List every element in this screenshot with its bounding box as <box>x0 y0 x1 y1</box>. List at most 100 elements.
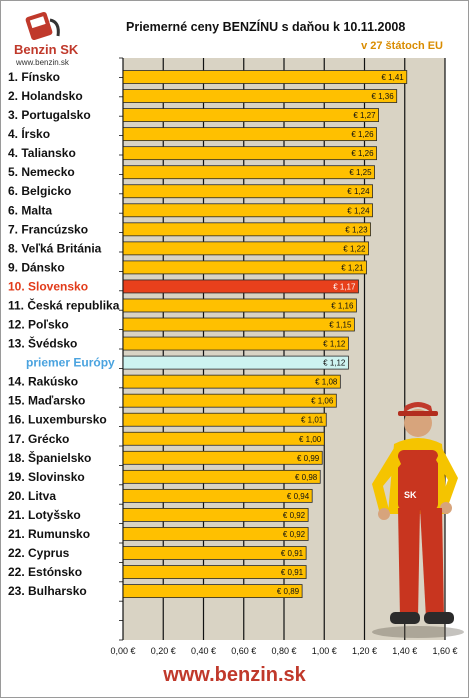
bar-chart: € 1,41 € 1,36 € 1,27 € 1,26 € 1,26 € 1,25 € 1,… <box>8 57 464 656</box>
bar <box>122 488 313 503</box>
bar <box>122 508 309 522</box>
bar <box>122 336 349 351</box>
category-label: 6. Malta <box>8 203 52 217</box>
bar <box>122 469 321 484</box>
bar <box>122 374 341 389</box>
chart-subtitle: v 27 štátoch EU <box>361 40 443 52</box>
bar <box>122 241 369 256</box>
category-label: 4. Taliansko <box>8 146 76 160</box>
bar-value-label: € 1,41 <box>382 73 405 82</box>
category-label: 7. Francúzsko <box>8 222 88 236</box>
bar-value-label: € 1,24 <box>347 187 370 196</box>
bar-value-label: € 1,21 <box>341 263 364 272</box>
category-label: 13. Švédsko <box>8 336 77 351</box>
bar <box>122 260 367 275</box>
x-axis-ticks: 0,00 € 0,20 € 0,40 € 0,60 € 0,80 € 1,00 € 1,20… <box>110 57 458 656</box>
bar-value-label: € 0,92 <box>283 530 306 539</box>
bar <box>122 203 373 218</box>
bar <box>122 184 373 199</box>
x-tick-label: 1,00 € <box>312 646 337 656</box>
bar <box>122 89 398 103</box>
x-tick-label: 0,80 € <box>271 646 296 656</box>
bar-value-label: € 0,98 <box>295 473 318 482</box>
category-label: 9. Dánsko <box>8 260 65 274</box>
bar-value-label: € 0,99 <box>297 454 320 463</box>
bar <box>122 412 327 427</box>
category-label: 4. Írsko <box>8 126 50 141</box>
bar <box>122 108 379 122</box>
category-label: 16. Luxembursko <box>8 413 107 427</box>
category-label: 1. Fínsko <box>8 70 60 84</box>
bar <box>122 584 303 598</box>
bar <box>122 431 325 446</box>
category-label: 22. Estónsko <box>8 565 82 579</box>
category-labels: 1. Fínsko 2. Holandsko 3. Portugalsko 4. Ír… <box>8 70 120 598</box>
bar <box>122 546 307 560</box>
footer-url: www.benzin.sk <box>163 664 306 686</box>
x-tick-label: 0,00 € <box>110 646 135 656</box>
gas-station-worker-mascot: SK <box>372 402 464 638</box>
bar <box>122 298 357 313</box>
category-label: 2. Holandsko <box>8 89 83 103</box>
x-tick-label: 1,20 € <box>352 646 377 656</box>
bar-value-label: € 1,12 <box>323 340 346 349</box>
logo-text: Benzin SK <box>14 42 79 57</box>
category-label: 3. Portugalsko <box>8 108 91 122</box>
category-label: 10. Slovensko <box>8 279 88 293</box>
chart-title: Priemerné ceny BENZÍNU s daňou k 10.11.2… <box>126 20 406 34</box>
bar <box>122 165 375 180</box>
category-label: 8. Veľká Británia <box>8 241 102 255</box>
category-label: 21. Lotyšsko <box>8 508 81 522</box>
bar <box>122 317 355 332</box>
category-label: 22. Cyprus <box>8 546 70 560</box>
bar-value-label: € 1,23 <box>345 225 368 234</box>
category-label: priemer Európy <box>26 356 115 370</box>
x-tick-label: 1,40 € <box>392 646 417 656</box>
logo-url: www.benzin.sk <box>16 58 69 67</box>
bar-value-label: € 1,16 <box>331 301 354 310</box>
category-label: 21. Rumunsko <box>8 527 90 541</box>
category-label: 6. Belgicko <box>8 184 71 198</box>
bar <box>122 222 371 237</box>
bar-value-label: € 1,06 <box>311 397 334 406</box>
bar <box>122 450 323 465</box>
category-label: 23. Bulharsko <box>8 584 87 598</box>
svg-text:SK: SK <box>404 490 417 500</box>
bar-value-label: € 1,01 <box>301 416 324 425</box>
bar-value-label: € 0,91 <box>281 568 304 577</box>
bar <box>122 393 337 408</box>
category-label: 14. Rakúsko <box>8 375 78 389</box>
category-label: 17. Grécko <box>8 432 69 446</box>
x-tick-label: 1,60 € <box>432 646 457 656</box>
bar <box>122 527 309 541</box>
bar-value-label: € 0,92 <box>283 511 306 520</box>
bar-value-label: € 1,22 <box>343 244 366 253</box>
category-label: 18. Španielsko <box>8 450 91 465</box>
bar <box>122 355 349 370</box>
bar-value-label: € 1,08 <box>315 378 338 387</box>
bar-value-label: € 1,17 <box>333 282 356 291</box>
bar-value-label: € 1,25 <box>349 168 372 177</box>
x-tick-label: 0,40 € <box>191 646 216 656</box>
category-label: 15. Maďarsko <box>8 394 85 408</box>
bar-value-label: € 1,00 <box>299 435 322 444</box>
bar-value-label: € 1,36 <box>371 92 394 101</box>
bar-value-label: € 1,24 <box>347 206 370 215</box>
bar-value-label: € 1,26 <box>351 130 374 139</box>
bar-value-label: € 0,89 <box>277 587 300 596</box>
fuel-pump-logo-icon <box>25 11 60 41</box>
bar <box>122 279 359 294</box>
bar <box>122 565 307 579</box>
category-label: 11. Česká republika <box>8 297 120 312</box>
category-label: 12. Poľsko <box>8 318 69 332</box>
bar-value-label: € 1,27 <box>353 111 376 120</box>
bar-value-label: € 0,91 <box>281 549 304 558</box>
x-tick-label: 0,20 € <box>151 646 176 656</box>
bar-value-label: € 1,26 <box>351 149 374 158</box>
category-label: 19. Slovinsko <box>8 470 85 484</box>
x-tick-label: 0,60 € <box>231 646 256 656</box>
category-label: 20. Litva <box>8 489 56 503</box>
category-label: 5. Nemecko <box>8 165 75 179</box>
bar <box>122 70 408 84</box>
bars: € 1,41 € 1,36 € 1,27 € 1,26 € 1,26 € 1,25 € 1,… <box>122 70 408 598</box>
